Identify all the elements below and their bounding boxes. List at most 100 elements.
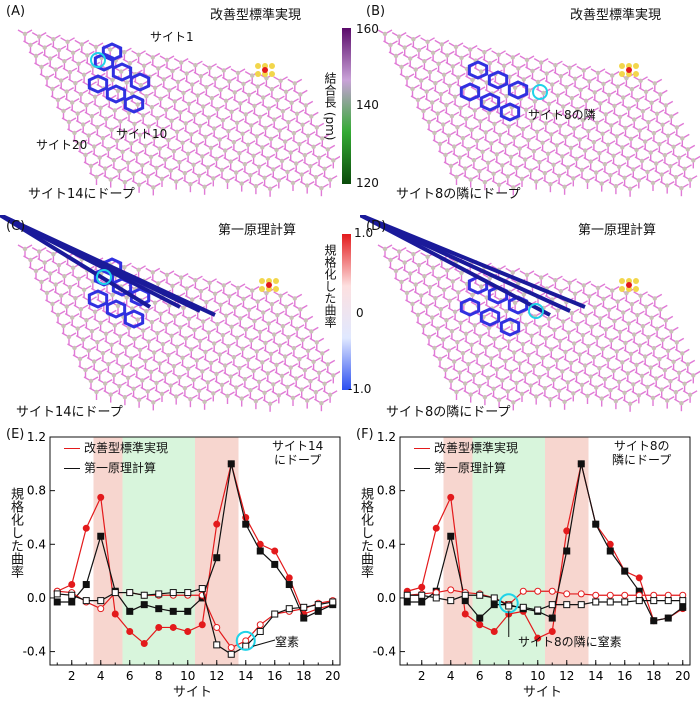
atom: [261, 95, 266, 100]
atom: [444, 103, 449, 108]
atom: [289, 315, 294, 320]
atom: [519, 176, 525, 182]
atom: [382, 31, 388, 37]
atom: [469, 342, 474, 347]
panel-letter: (F): [356, 427, 374, 442]
panel-caption: サイト8の隣にドープ: [396, 187, 521, 202]
data-point: [664, 597, 672, 605]
panel-caption: サイト14にドープ: [28, 187, 135, 202]
curvature-colorbar: 1.0 0 -1.0 規格化した曲率: [318, 226, 373, 396]
atom: [182, 171, 188, 176]
atom: [266, 106, 271, 111]
atom: [198, 74, 204, 79]
y-axis-label: 規格化した曲率: [358, 487, 373, 578]
atom: [70, 315, 75, 320]
atom: [602, 377, 608, 382]
atom: [648, 150, 653, 155]
bond: [0, 215, 152, 309]
atom: [453, 44, 459, 50]
atom: [445, 268, 450, 273]
x-tick-label: 12: [209, 669, 224, 683]
atom: [108, 177, 113, 182]
colorbar-tick: 120: [356, 176, 379, 190]
atom: [665, 348, 671, 353]
atom: [203, 134, 208, 140]
atom: [135, 102, 140, 107]
atom: [586, 344, 591, 349]
atom: [600, 346, 605, 351]
atom: [122, 395, 128, 400]
atom: [408, 56, 413, 61]
data-point: [97, 605, 105, 613]
chart-f-plot: 2 4 6 8 10 12 14 16 18 20 -0.4 0.0 0.4 0.8 1.2: [373, 430, 691, 683]
atom: [601, 296, 606, 302]
atom: [164, 57, 170, 63]
atom: [484, 80, 489, 85]
atom: [663, 318, 668, 323]
atom: [327, 177, 333, 182]
data-point: [300, 614, 308, 622]
atom: [492, 336, 497, 342]
atom: [61, 323, 66, 329]
atom: [129, 141, 134, 146]
lattice-image: [377, 29, 700, 197]
atom: [70, 50, 76, 55]
y-tick-label: 0.0: [27, 591, 46, 605]
atom: [100, 136, 106, 141]
data-point: [476, 591, 484, 599]
highlighted-rings: [459, 60, 529, 122]
atom: [511, 185, 516, 190]
atom: [549, 132, 554, 137]
atom: [581, 68, 586, 73]
atom: [314, 125, 319, 130]
atom: [512, 85, 518, 91]
atom: [569, 96, 575, 101]
atom: [598, 101, 603, 106]
atom: [169, 118, 174, 124]
atom: [616, 379, 622, 384]
atom: [288, 365, 293, 370]
atom: [562, 184, 567, 189]
atom: [602, 162, 608, 167]
atom: [658, 92, 663, 97]
legend-entry-dft: 第一原理計算: [414, 459, 506, 476]
data-point: [97, 597, 105, 605]
atom: [629, 87, 635, 92]
atom: [185, 151, 191, 156]
data-point: [213, 641, 221, 649]
atom: [669, 114, 674, 119]
nitrogen-marker: [235, 630, 256, 651]
atom: [163, 107, 169, 113]
atom: [524, 272, 530, 278]
atom: [517, 146, 522, 151]
atom: [180, 140, 185, 145]
atom: [292, 296, 297, 301]
atom: [447, 83, 452, 89]
atom: [432, 130, 437, 136]
atom: [134, 152, 139, 157]
atom: [204, 300, 209, 305]
atom: [148, 369, 154, 375]
atom: [314, 340, 319, 345]
atom: [487, 276, 493, 281]
data-point: [169, 589, 177, 597]
atom: [489, 356, 494, 361]
atom: [479, 69, 484, 74]
atom: [468, 177, 473, 182]
data-point: [664, 614, 672, 622]
atom: [643, 89, 649, 95]
atom: [178, 110, 183, 115]
atom: [492, 121, 497, 127]
atom: [452, 94, 458, 100]
atom: [192, 112, 197, 118]
data-point: [679, 603, 687, 611]
atom: [72, 345, 77, 351]
atom: [551, 162, 556, 167]
atom: [229, 109, 234, 115]
atom: [72, 130, 77, 136]
atom: [194, 358, 199, 363]
atom: [550, 82, 555, 87]
atom: [174, 394, 179, 399]
data-point: [213, 520, 221, 528]
data-point: [227, 650, 235, 658]
